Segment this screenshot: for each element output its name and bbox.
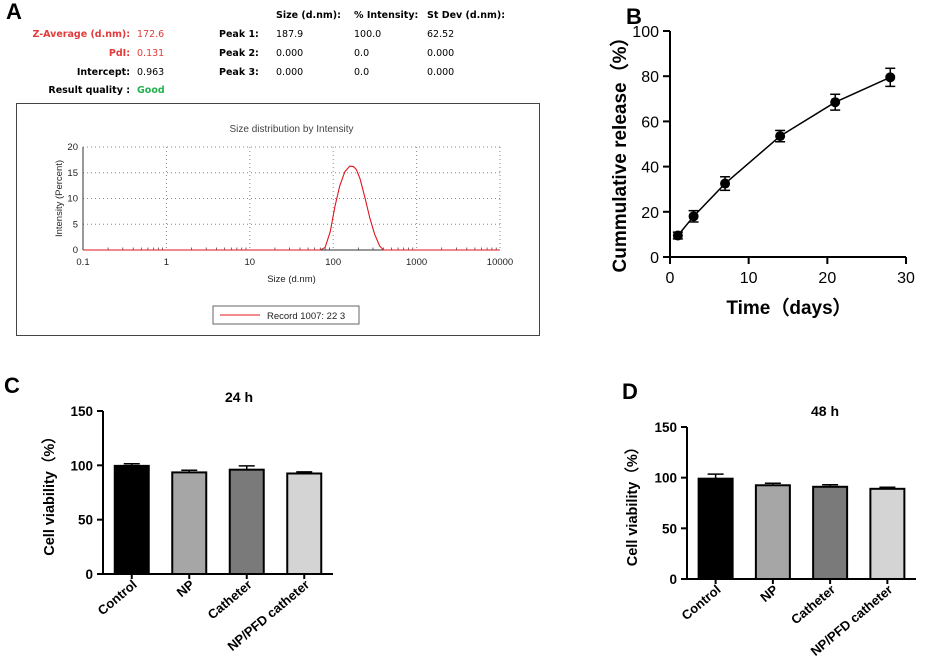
x-tick-label: NP — [174, 577, 198, 600]
y-tick-label: 10 — [67, 194, 78, 205]
y-axis-label: Cell viability（%） — [623, 440, 641, 567]
peak-1-label: Peak 1: — [219, 29, 259, 40]
x-tick-label: 10000 — [487, 257, 513, 268]
y-tick-label: 50 — [78, 513, 93, 528]
cumulative-release-chart: 0 20 40 60 80 100 0 10 20 30 Time（days） Cummulative… — [608, 24, 915, 319]
panel-label-b: B — [626, 4, 642, 29]
viability-24h-chart: 24 h 0 50 100 150 Cell viability（%） Control NP C… — [40, 389, 333, 654]
col-header-size: Size (d.nm): — [276, 10, 341, 21]
bar — [113, 464, 150, 575]
x-tick-label: 100 — [325, 257, 341, 268]
viability-48h-chart: 48 h 0 50 100 150 Cell viability（%） Control NP C… — [623, 403, 916, 659]
y-axis-label: Cummulative release（%） — [608, 28, 631, 273]
y-tick-label: 0 — [73, 245, 78, 256]
bar — [228, 468, 265, 575]
y-tick-label: 15 — [67, 168, 78, 179]
y-tick-label: 5 — [73, 219, 78, 230]
x-tick-label: 0.1 — [76, 257, 89, 268]
panel-label-d: D — [622, 379, 638, 404]
peak-1-stdev: 62.52 — [427, 29, 455, 40]
y-axis-label: Cell viability（%） — [40, 429, 58, 556]
data-point — [830, 97, 841, 108]
distribution-line — [83, 165, 500, 251]
x-tick-label: 1 — [164, 257, 169, 268]
bar — [697, 477, 734, 580]
y-tick-label: 50 — [662, 521, 677, 536]
intercept-value: 0.963 — [137, 67, 165, 78]
zavg-value: 172.6 — [137, 29, 165, 40]
intercept-label: Intercept: — [76, 67, 130, 78]
y-tick-label: 100 — [654, 471, 677, 486]
x-axis-label: Time（days） — [726, 296, 851, 319]
x-tick-label: Catheter — [205, 577, 255, 622]
y-tick-label: 100 — [70, 458, 93, 473]
data-point — [720, 178, 731, 189]
y-tick-label: 0 — [650, 250, 659, 267]
data-point — [885, 72, 896, 83]
plot-frame — [16, 103, 540, 336]
y-tick-label: 60 — [641, 114, 659, 131]
quality-value: Good — [137, 85, 165, 96]
x-tick-label: Control — [679, 582, 724, 623]
x-tick-label: Control — [95, 577, 140, 618]
peak-3-size: 0.000 — [276, 67, 304, 78]
y-tick-label: 80 — [641, 69, 659, 86]
x-tick-label: 10 — [740, 270, 758, 287]
chart-title: Size distribution by Intensity — [230, 124, 354, 135]
peak-3-stdev: 0.000 — [427, 67, 455, 78]
peak-2-intensity: 0.0 — [354, 48, 370, 59]
x-tick-label: 0 — [666, 270, 675, 287]
bar — [286, 472, 323, 575]
x-tick-label: Catheter — [788, 582, 838, 627]
x-tick-label: 1000 — [406, 257, 427, 268]
legend-box — [212, 305, 360, 325]
data-point — [672, 230, 683, 241]
data-point — [688, 211, 699, 222]
peak-1-intensity: 100.0 — [354, 29, 382, 40]
bar — [869, 487, 906, 580]
quality-label: Result quality : — [48, 85, 130, 96]
peak-3-label: Peak 3: — [219, 67, 259, 78]
bar — [171, 471, 208, 575]
panel-label-c: C — [4, 373, 20, 398]
x-tick-label: 10 — [245, 257, 256, 268]
peak-2-size: 0.000 — [276, 48, 304, 59]
peak-3-intensity: 0.0 — [354, 67, 370, 78]
pdi-label: PdI: — [108, 48, 130, 59]
x-axis-label: Size (d.nm) — [267, 274, 316, 285]
y-tick-label: 20 — [641, 205, 659, 222]
y-tick-label: 150 — [70, 404, 93, 419]
bar — [754, 484, 791, 580]
peak-2-label: Peak 2: — [219, 48, 259, 59]
col-header-stdev: St Dev (d.nm): — [427, 10, 506, 21]
chart-title: 24 h — [225, 389, 253, 405]
panel-label-a: A — [6, 0, 22, 24]
y-tick-label: 20 — [67, 142, 78, 153]
y-tick-label: 0 — [669, 572, 677, 587]
release-line — [677, 76, 891, 237]
y-tick-label: 150 — [654, 420, 677, 435]
y-tick-label: 40 — [641, 160, 659, 177]
x-tick-label: NP — [757, 582, 781, 605]
y-axis-label: Intensity (Percent) — [54, 160, 65, 237]
chart-title: 48 h — [811, 403, 839, 419]
x-tick-label: 20 — [818, 270, 836, 287]
y-tick-label: 0 — [85, 567, 93, 582]
peak-1-size: 187.9 — [276, 29, 304, 40]
y-tick-label: 100 — [632, 24, 659, 41]
legend-label: Record 1007: 22 3 — [267, 311, 345, 322]
col-header-intensity: % Intensity: — [354, 10, 419, 21]
pdi-value: 0.131 — [137, 48, 165, 59]
zavg-label: Z-Average (d.nm): — [32, 29, 130, 40]
peak-2-stdev: 0.000 — [427, 48, 455, 59]
x-tick-label: 30 — [897, 270, 915, 287]
data-point — [775, 131, 786, 142]
bar — [812, 485, 849, 580]
